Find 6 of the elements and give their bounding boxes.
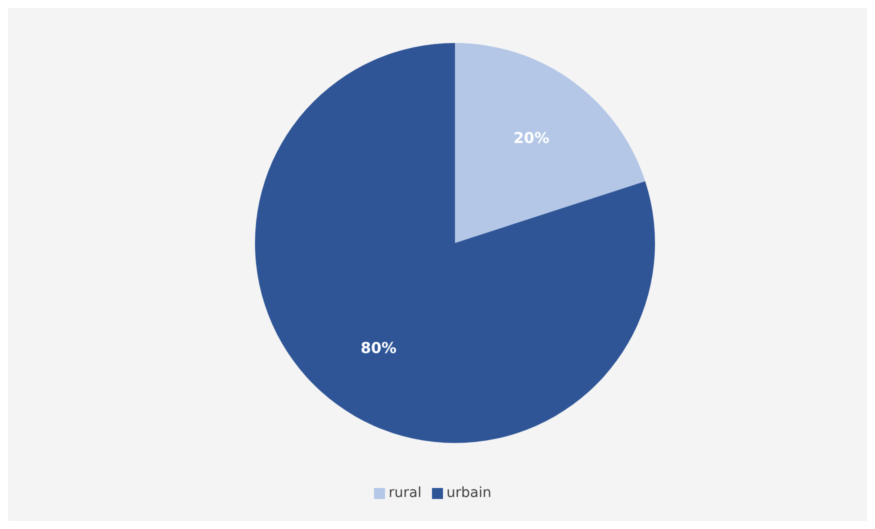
data-label: 80%: [360, 339, 397, 358]
pie-slice: [455, 43, 646, 243]
data-label: 20%: [513, 128, 550, 147]
legend-label: urbain: [446, 485, 492, 501]
legend-label: rural: [388, 485, 422, 501]
pie-slice: [255, 43, 655, 443]
